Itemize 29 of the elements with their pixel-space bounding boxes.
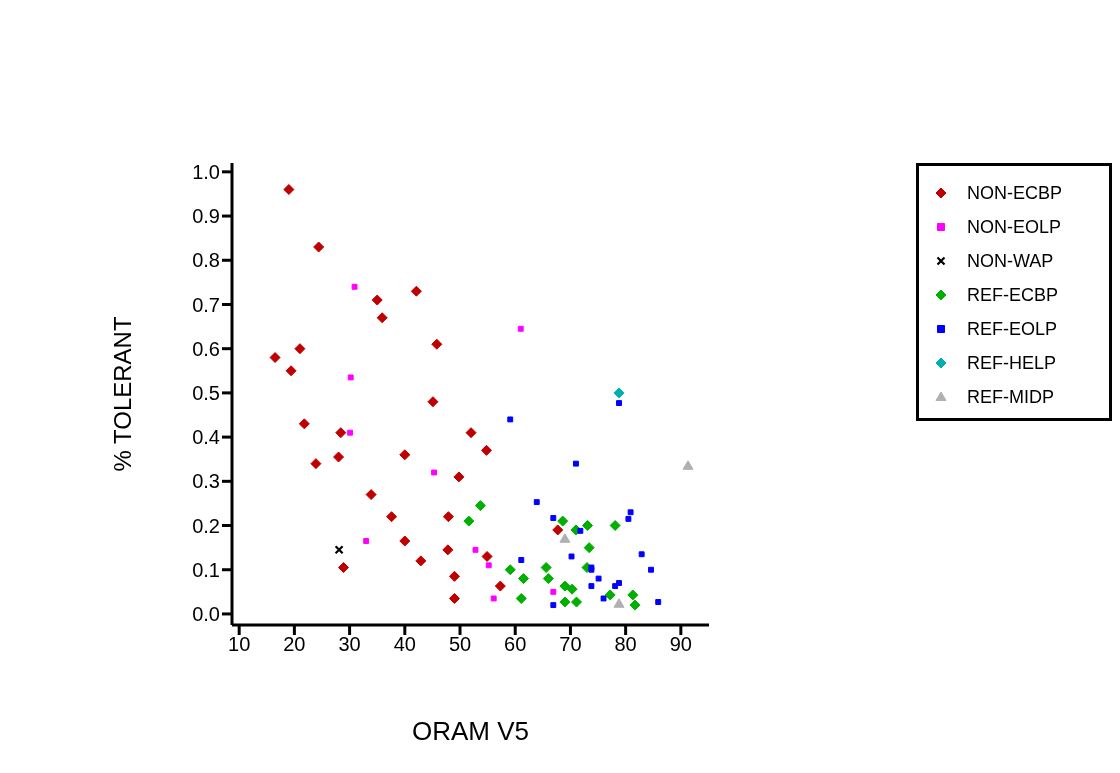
y-tick-label: 1.0 [192,160,220,183]
legend-label: REF-HELP [967,352,1057,374]
x-tick-label: 90 [669,633,692,656]
x-tick-label: 60 [504,633,527,656]
legend-label: REF-ECBP [967,284,1059,306]
legend-label: REF-MIDP [967,386,1054,408]
y-tick-label: 0.3 [192,470,220,493]
x-tick-label: 50 [448,633,472,656]
legend-label: NON-WAP [967,250,1054,272]
x-tick-label: 80 [614,633,637,656]
legend-label: NON-EOLP [967,216,1062,238]
y-tick-label: 0.5 [192,381,220,404]
y-axis-title: % TOLERANT [108,316,136,472]
y-tick-label: 0.1 [192,558,220,581]
y-tick-label: 0.6 [192,337,220,360]
legend-label: NON-ECBP [967,182,1063,204]
y-tick-label: 0.0 [192,603,220,626]
x-tick-label: 30 [338,633,361,656]
y-tick-label: 0.8 [192,249,220,272]
x-tick-label: 40 [393,633,416,656]
y-tick-label: 0.4 [192,426,220,449]
legend-label: REF-EOLP [967,318,1058,340]
y-tick-label: 0.9 [192,205,220,228]
x-tick-label: 20 [283,633,306,656]
x-axis-title: ORAM V5 [411,716,530,746]
y-tick-label: 0.2 [192,514,220,537]
x-tick-label: 70 [559,633,582,656]
x-tick-label: 10 [228,633,251,656]
y-tick-label: 0.7 [192,293,220,316]
